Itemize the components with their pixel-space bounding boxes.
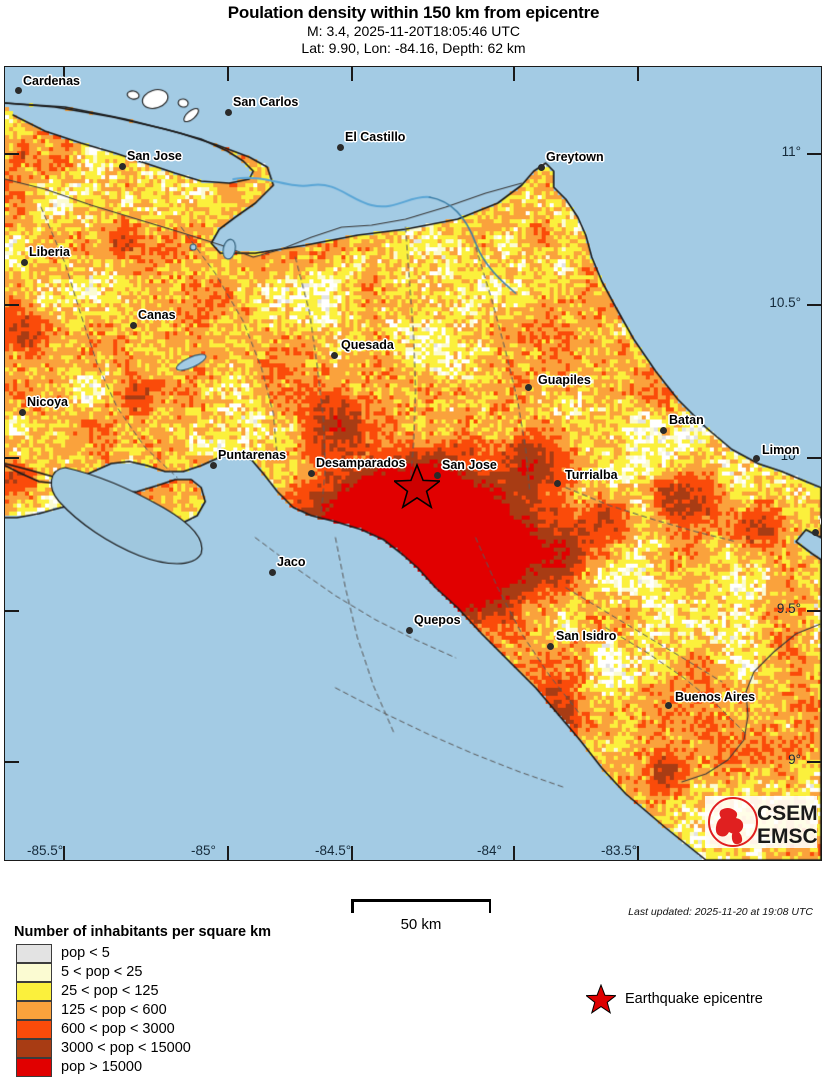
- lat-tick-mark: [807, 761, 821, 763]
- epicentre-legend-label: Earthquake epicentre: [625, 991, 763, 1007]
- legend-title: Number of inhabitants per square km: [14, 924, 272, 940]
- city-marker: [547, 643, 554, 650]
- city-marker: [525, 384, 532, 391]
- location-depth-subtitle: Lat: 9.90, Lon: -84.16, Depth: 62 km: [301, 40, 526, 56]
- scale-bar-label: 50 km: [400, 916, 442, 933]
- lat-tick-mark: [807, 457, 821, 459]
- lon-axis-label: -84.5°: [315, 843, 352, 858]
- lon-axis-label: -83.5°: [601, 843, 638, 858]
- legend-list: pop < 5 5 < pop < 25 25 < pop < 125 125 < p…: [16, 944, 191, 1077]
- lon-axis-label: -84°: [477, 843, 502, 858]
- lat-axis-label: 10°: [780, 448, 801, 463]
- legend-label: pop < 5: [61, 945, 110, 961]
- city-marker: [21, 259, 28, 266]
- lon-tick-mark: [513, 67, 515, 81]
- city-marker: [554, 480, 561, 487]
- city-marker: [130, 322, 137, 329]
- legend-row: 25 < pop < 125: [16, 982, 191, 1001]
- legend-swatch: [16, 1039, 52, 1058]
- legend-swatch: [16, 1020, 52, 1039]
- svg-text:CSEM: CSEM: [757, 802, 817, 825]
- city-marker: [119, 163, 126, 170]
- legend-row: pop < 5: [16, 944, 191, 963]
- city-marker: [269, 569, 276, 576]
- legend-row: 5 < pop < 25: [16, 963, 191, 982]
- lat-axis-label: 10.5°: [769, 295, 801, 310]
- legend-swatch: [16, 963, 52, 982]
- lon-tick-mark: [63, 67, 65, 81]
- lat-tick-mark: [807, 610, 821, 612]
- map-panel[interactable]: 11° 10.5° 10° 9.5° 9° -85.5° -85° -84.5° -84° -83…: [4, 66, 822, 861]
- lon-tick-mark: [637, 846, 639, 860]
- epicentre-legend-key: Earthquake epicentre: [586, 984, 763, 1014]
- city-marker: [812, 529, 819, 536]
- legend-row: 600 < pop < 3000: [16, 1020, 191, 1039]
- city-marker: [753, 455, 760, 462]
- legend-label: 3000 < pop < 15000: [61, 1040, 191, 1056]
- city-marker: [210, 462, 217, 469]
- lon-tick-mark: [351, 67, 353, 81]
- lat-axis-label: 9.5°: [776, 601, 801, 616]
- legend-swatch: [16, 982, 52, 1001]
- svg-text:EMSC: EMSC: [757, 825, 817, 848]
- lon-axis-label: -85.5°: [27, 843, 64, 858]
- lat-axis-label: 9°: [788, 752, 801, 767]
- city-marker: [434, 472, 441, 479]
- legend-row: pop > 15000: [16, 1058, 191, 1077]
- city-marker: [308, 470, 315, 477]
- lon-tick-mark: [227, 67, 229, 81]
- legend-swatch: [16, 1058, 52, 1077]
- lat-tick-mark: [5, 761, 19, 763]
- last-updated-text: Last updated: 2025-11-20 at 19:08 UTC: [628, 906, 813, 918]
- page-title: Poulation density within 150 km from epi…: [227, 3, 600, 22]
- city-marker: [660, 427, 667, 434]
- lon-tick-mark: [351, 846, 353, 860]
- city-label: C: [821, 515, 822, 529]
- lon-tick-mark: [63, 846, 65, 860]
- lat-tick-mark: [807, 304, 821, 306]
- city-marker: [337, 144, 344, 151]
- lat-tick-mark: [5, 304, 19, 306]
- magnitude-time-subtitle: M: 3.4, 2025-11-20T18:05:46 UTC: [307, 23, 520, 39]
- legend-label: 600 < pop < 3000: [61, 1021, 175, 1037]
- scale-bar-container: 50 km: [351, 899, 491, 933]
- city-marker: [665, 702, 672, 709]
- lat-tick-mark: [807, 153, 821, 155]
- city-marker: [538, 164, 545, 171]
- lon-tick-mark: [637, 67, 639, 81]
- legend-label: 125 < pop < 600: [61, 1002, 167, 1018]
- legend-swatch: [16, 944, 52, 963]
- population-density-raster: [5, 67, 821, 860]
- lat-tick-mark: [5, 457, 19, 459]
- city-marker: [225, 109, 232, 116]
- lon-axis-label: -85°: [191, 843, 216, 858]
- legend-row: 125 < pop < 600: [16, 1001, 191, 1020]
- lat-axis-label: 11°: [781, 144, 801, 159]
- legend-label: 25 < pop < 125: [61, 983, 159, 999]
- csem-emsc-logo: CSEM EMSC: [705, 796, 817, 848]
- lat-tick-mark: [5, 610, 19, 612]
- lat-tick-mark: [5, 153, 19, 155]
- city-marker: [15, 87, 22, 94]
- city-marker: [331, 352, 338, 359]
- legend-label: 5 < pop < 25: [61, 964, 143, 980]
- lon-tick-mark: [227, 846, 229, 860]
- legend-label: pop > 15000: [61, 1059, 143, 1075]
- star-icon: [586, 984, 616, 1014]
- lon-tick-mark: [513, 846, 515, 860]
- scale-bar: [351, 899, 491, 913]
- city-marker: [406, 627, 413, 634]
- legend-swatch: [16, 1001, 52, 1020]
- map-header: Poulation density within 150 km from epi…: [0, 0, 827, 57]
- city-marker: [19, 409, 26, 416]
- legend-row: 3000 < pop < 15000: [16, 1039, 191, 1058]
